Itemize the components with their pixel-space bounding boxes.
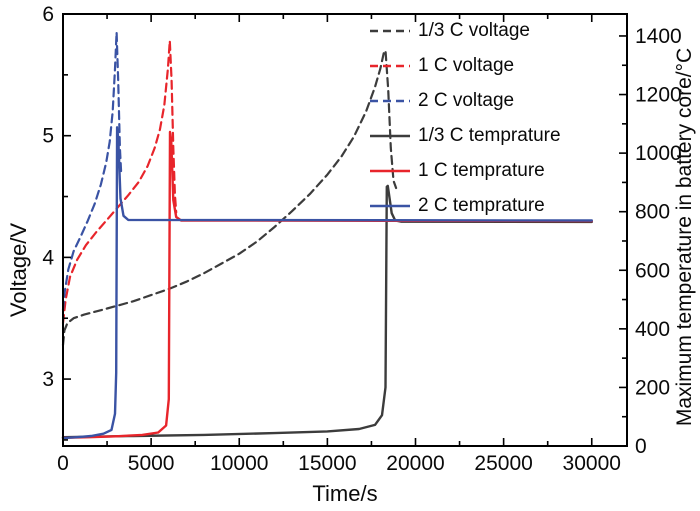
legend-item: 2 C temprature: [370, 188, 561, 223]
series-two-c-temperature: [61, 126, 593, 440]
legend-line-sample: [370, 99, 410, 102]
y-axis-title-left: Voltage/V: [6, 222, 31, 318]
y-right-tick-label: 0: [635, 435, 647, 458]
legend-item: 1 C voltage: [370, 48, 561, 83]
x-tick-label: 25000: [474, 452, 532, 475]
plot-border: [62, 13, 628, 447]
x-tick-label: 5000: [128, 452, 175, 475]
series-one-c-temperature: [61, 130, 593, 439]
y-right-tick-label: 1400: [635, 25, 682, 48]
legend-label: 1 C temprature: [418, 159, 545, 181]
series-one-c-voltage: [61, 39, 178, 325]
series-one-third-c-temperature: [61, 184, 593, 439]
y-right-tick-label: 400: [635, 318, 670, 341]
legend-line-sample: [370, 64, 410, 67]
y-left-tick-label: 4: [42, 246, 54, 269]
x-tick-label: 15000: [298, 452, 356, 475]
y-axis-title-right: Maximum temperature in battery core/°C: [673, 47, 696, 427]
y-right-tick-label: 800: [635, 201, 670, 224]
legend-line-sample: [370, 29, 410, 32]
y-right-tick-label: 1000: [635, 142, 682, 165]
legend-label: 1/3 C temprature: [418, 124, 561, 146]
x-axis-title: Time/s: [312, 481, 378, 506]
legend-item: 2 C voltage: [370, 83, 561, 118]
y-right-tick-label: 200: [635, 376, 670, 399]
legend-item: 1/3 C temprature: [370, 118, 561, 153]
legend-label: 2 C voltage: [418, 89, 515, 111]
y-right-tick-label: 600: [635, 259, 670, 282]
y-left-tick-label: 5: [42, 125, 54, 148]
y-right-tick-label: 1200: [635, 84, 682, 107]
legend-line-sample: [370, 204, 410, 207]
legend-label: 1 C voltage: [418, 54, 515, 76]
legend-label: 2 C temprature: [418, 194, 545, 216]
legend-item: 1 C temprature: [370, 153, 561, 188]
series-two-c-voltage: [61, 31, 123, 311]
x-tick-label: 10000: [210, 452, 268, 475]
y-left-tick-label: 3: [42, 368, 54, 391]
x-tick-label: 0: [57, 452, 69, 475]
legend-line-sample: [370, 134, 410, 137]
legend-line-sample: [370, 169, 410, 172]
y-left-tick-label: 6: [42, 3, 54, 26]
legend-label: 1/3 C voltage: [418, 19, 530, 41]
legend-item: 1/3 C voltage: [370, 13, 561, 48]
legend: 1/3 C voltage 1 C voltage 2 C voltage 1/3 C…: [370, 13, 561, 223]
x-tick-label: 20000: [386, 452, 444, 475]
series-one-third-c-voltage: [61, 49, 398, 347]
x-tick-label: 30000: [563, 452, 621, 475]
